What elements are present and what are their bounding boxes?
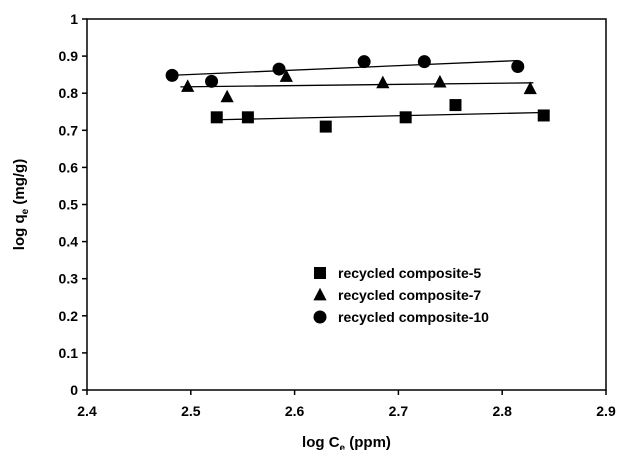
x-tick-label: 2.7 bbox=[389, 403, 409, 419]
data-point-recycled-composite-10 bbox=[357, 55, 371, 69]
legend-label: recycled composite-10 bbox=[338, 309, 489, 325]
y-tick-label: 0.9 bbox=[59, 48, 79, 64]
data-point-recycled-composite-7 bbox=[181, 79, 195, 92]
legend-label: recycled composite-5 bbox=[338, 265, 481, 281]
y-tick-label: 0.2 bbox=[59, 308, 79, 324]
y-axis-title-sub: e bbox=[20, 208, 31, 214]
x-axis-title-main: log C bbox=[302, 434, 340, 450]
trendline-recycled-composite-7 bbox=[180, 82, 534, 88]
trendline-recycled-composite-5 bbox=[211, 111, 544, 121]
data-point-recycled-composite-10 bbox=[205, 74, 219, 88]
data-point-recycled-composite-5 bbox=[241, 111, 254, 124]
x-tick-label: 2.5 bbox=[181, 403, 201, 419]
legend-marker-circle bbox=[313, 310, 327, 324]
data-point-recycled-composite-7 bbox=[376, 75, 390, 89]
y-tick-label: 0 bbox=[70, 382, 78, 398]
plot-frame bbox=[86, 18, 607, 391]
data-point-recycled-composite-10 bbox=[272, 62, 286, 76]
legend-marker-square bbox=[314, 267, 326, 279]
data-point-recycled-composite-5 bbox=[449, 99, 462, 112]
y-tick-label: 0.3 bbox=[59, 271, 79, 287]
data-point-recycled-composite-5 bbox=[537, 109, 550, 122]
axis-titles: log Ce (ppm)log qe (mg/g) bbox=[11, 159, 391, 450]
y-tick-label: 0.7 bbox=[59, 122, 79, 138]
y-tick-label: 0.6 bbox=[59, 159, 79, 175]
y-axis-title-unit: (mg/g) bbox=[11, 159, 28, 209]
y-axis-title: log qe (mg/g) bbox=[11, 159, 31, 250]
trendlines bbox=[170, 59, 544, 121]
y-tick-label: 1 bbox=[70, 11, 78, 27]
axes: 0 0.1 0.2 0.3 0.4 0.5 0.6 0.7 0.8 0.9 1 2.4 2.5 2.6 2.… bbox=[59, 11, 616, 419]
data-point-recycled-composite-10 bbox=[165, 68, 179, 82]
data-point-recycled-composite-7 bbox=[523, 81, 537, 95]
legend-marker-triangle bbox=[313, 287, 327, 301]
y-tick-label: 0.8 bbox=[59, 85, 79, 101]
x-axis-title-unit: (ppm) bbox=[345, 434, 391, 450]
data-point-recycled-composite-5 bbox=[319, 120, 332, 133]
data-point-recycled-composite-5 bbox=[399, 111, 412, 124]
y-tick-label: 0.1 bbox=[59, 345, 79, 361]
data-point-recycled-composite-7 bbox=[220, 89, 234, 103]
data-point-recycled-composite-10 bbox=[417, 55, 431, 69]
y-tick-label: 0.5 bbox=[59, 197, 79, 213]
y-axis-title-main: log q bbox=[11, 214, 28, 250]
trendline-recycled-composite-10 bbox=[170, 59, 518, 77]
y-tick-label: 0.4 bbox=[59, 234, 79, 250]
x-tick-label: 2.9 bbox=[596, 403, 616, 419]
x-tick-label: 2.4 bbox=[77, 403, 97, 419]
data-point-recycled-composite-7 bbox=[433, 74, 447, 88]
x-tick-label: 2.6 bbox=[285, 403, 305, 419]
x-axis-title: log Ce (ppm) bbox=[302, 434, 391, 450]
legend: recycled composite-5 recycled composite-7… bbox=[313, 265, 489, 325]
data-point-recycled-composite-5 bbox=[210, 111, 223, 124]
data-point-recycled-composite-7 bbox=[279, 69, 293, 82]
x-tick-label: 2.8 bbox=[492, 403, 512, 419]
legend-label: recycled composite-7 bbox=[338, 287, 481, 303]
data-markers bbox=[165, 55, 550, 133]
x-axis-title-sub: e bbox=[340, 443, 346, 450]
data-point-recycled-composite-10 bbox=[511, 59, 525, 73]
